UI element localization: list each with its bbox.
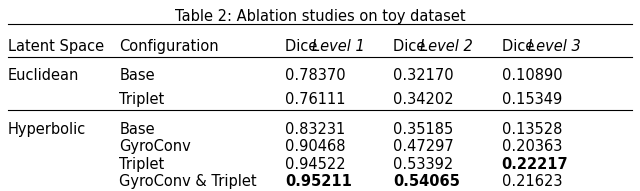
Text: Level 2: Level 2 xyxy=(420,39,473,54)
Text: Hyperbolic: Hyperbolic xyxy=(8,122,86,137)
Text: 0.47297: 0.47297 xyxy=(394,139,454,154)
Text: 0.78370: 0.78370 xyxy=(285,68,346,83)
Text: 0.21623: 0.21623 xyxy=(502,174,562,189)
Text: 0.35185: 0.35185 xyxy=(394,122,454,137)
Text: GyroConv: GyroConv xyxy=(119,139,191,154)
Text: 0.54065: 0.54065 xyxy=(394,174,460,189)
Text: Dice: Dice xyxy=(502,39,539,54)
Text: Base: Base xyxy=(119,122,155,137)
Text: 0.94522: 0.94522 xyxy=(285,157,346,172)
Text: 0.83231: 0.83231 xyxy=(285,122,345,137)
Text: Base: Base xyxy=(119,68,155,83)
Text: Configuration: Configuration xyxy=(119,39,219,54)
Text: Triplet: Triplet xyxy=(119,92,164,107)
Text: 0.76111: 0.76111 xyxy=(285,92,346,107)
Text: 0.53392: 0.53392 xyxy=(394,157,454,172)
Text: 0.95211: 0.95211 xyxy=(285,174,352,189)
Text: 0.15349: 0.15349 xyxy=(502,92,562,107)
Text: 0.32170: 0.32170 xyxy=(394,68,454,83)
Text: Level 3: Level 3 xyxy=(529,39,581,54)
Text: Level 1: Level 1 xyxy=(312,39,364,54)
Text: Triplet: Triplet xyxy=(119,157,164,172)
Text: Euclidean: Euclidean xyxy=(8,68,79,83)
Text: 0.90468: 0.90468 xyxy=(285,139,346,154)
Text: Table 2: Ablation studies on toy dataset: Table 2: Ablation studies on toy dataset xyxy=(175,9,465,24)
Text: Latent Space: Latent Space xyxy=(8,39,104,54)
Text: Dice: Dice xyxy=(285,39,322,54)
Text: 0.22217: 0.22217 xyxy=(502,157,568,172)
Text: 0.34202: 0.34202 xyxy=(394,92,454,107)
Text: 0.10890: 0.10890 xyxy=(502,68,562,83)
Text: 0.20363: 0.20363 xyxy=(502,139,562,154)
Text: 0.13528: 0.13528 xyxy=(502,122,562,137)
Text: Dice: Dice xyxy=(394,39,430,54)
Text: GyroConv & Triplet: GyroConv & Triplet xyxy=(119,174,257,189)
